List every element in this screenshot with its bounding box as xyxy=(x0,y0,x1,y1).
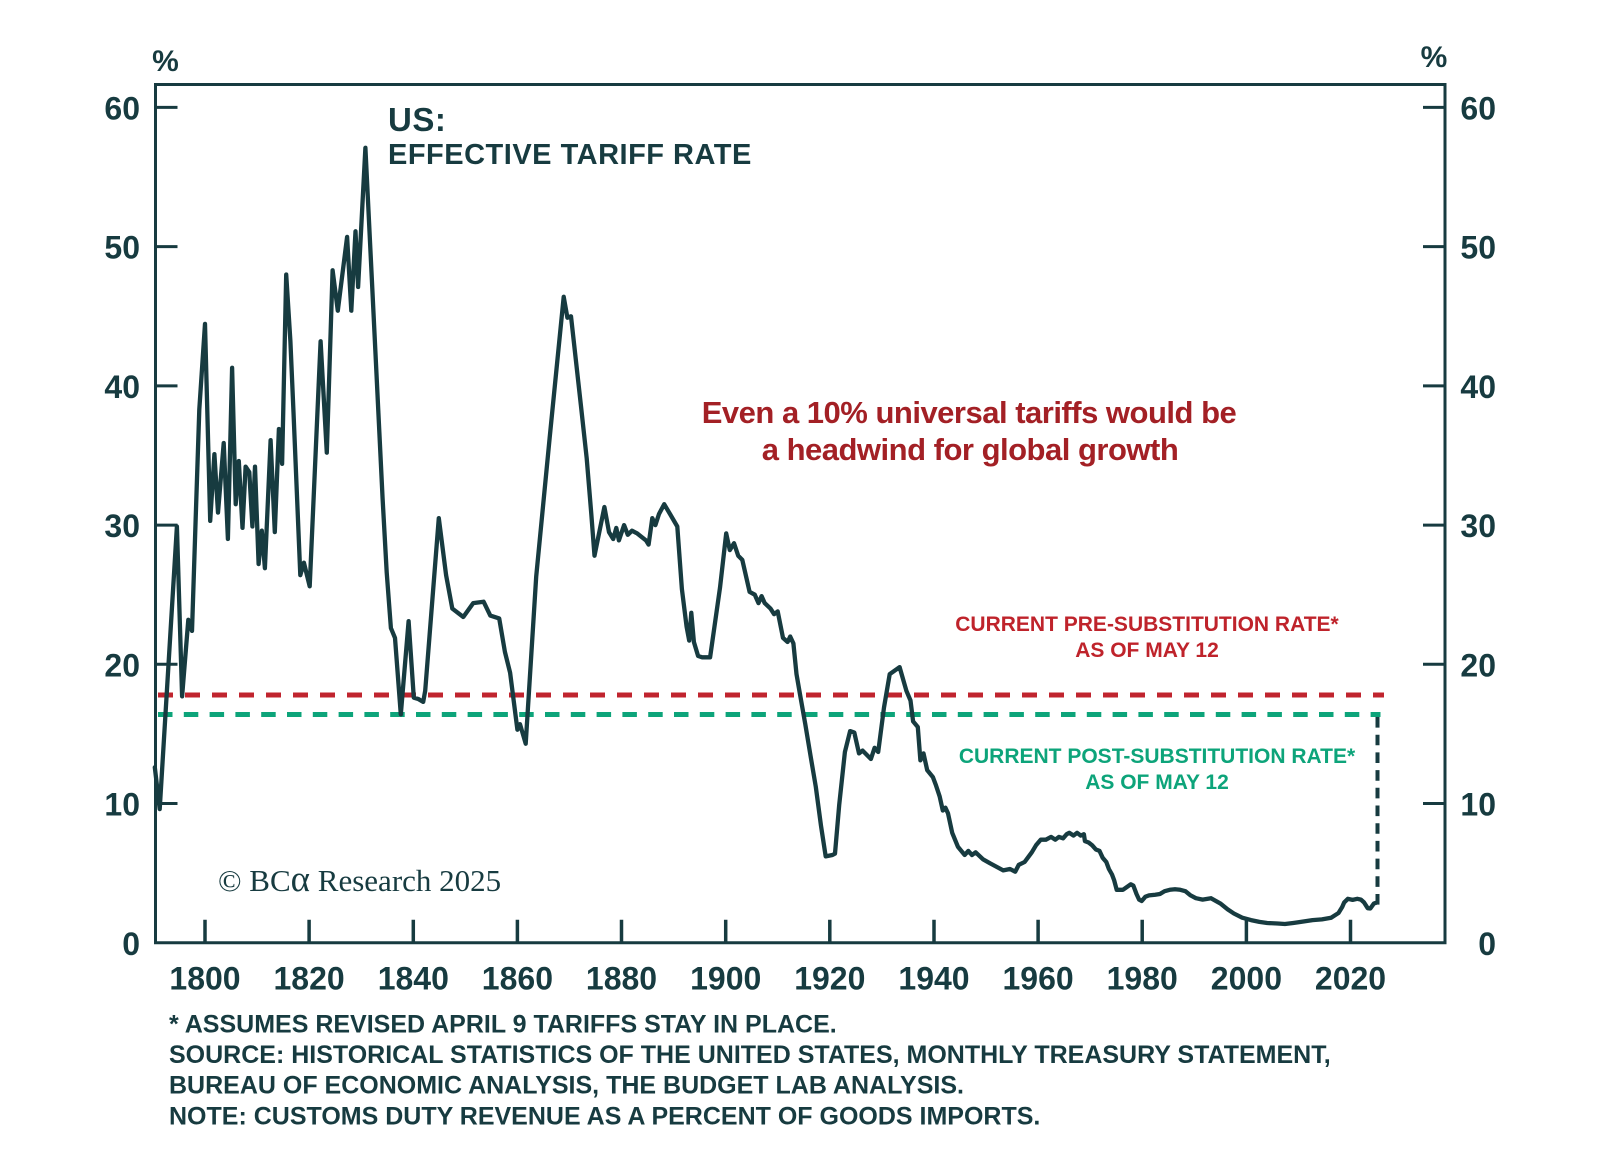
svg-text:US:: US: xyxy=(388,101,446,138)
svg-text:CURRENT PRE-SUBSTITUTION RATE*: CURRENT PRE-SUBSTITUTION RATE* xyxy=(955,613,1339,636)
svg-text:Even a 10% universal tariffs w: Even a 10% universal tariffs would be xyxy=(702,395,1237,430)
svg-text:%: % xyxy=(152,45,179,78)
svg-text:1960: 1960 xyxy=(1003,961,1074,997)
svg-text:* ASSUMES REVISED APRIL 9 TARI: * ASSUMES REVISED APRIL 9 TARIFFS STAY I… xyxy=(169,1011,837,1039)
svg-text:NOTE: CUSTOMS DUTY REVENUE AS: NOTE: CUSTOMS DUTY REVENUE AS A PERCENT … xyxy=(169,1102,1040,1130)
svg-text:1800: 1800 xyxy=(169,961,240,997)
svg-text:SOURCE: HISTORICAL STATISTICS: SOURCE: HISTORICAL STATISTICS OF THE UNI… xyxy=(169,1041,1331,1069)
svg-text:2020: 2020 xyxy=(1315,961,1386,997)
svg-text:2000: 2000 xyxy=(1211,961,1282,997)
svg-text:1920: 1920 xyxy=(794,961,865,997)
svg-text:1820: 1820 xyxy=(274,961,345,997)
svg-text:20: 20 xyxy=(1460,647,1496,683)
svg-text:BUREAU OF ECONOMIC ANALYSIS, T: BUREAU OF ECONOMIC ANALYSIS, THE BUDGET … xyxy=(169,1072,964,1100)
svg-text:10: 10 xyxy=(1460,787,1496,823)
svg-text:1840: 1840 xyxy=(378,961,449,997)
svg-text:AS OF MAY 12: AS OF MAY 12 xyxy=(1075,639,1219,662)
svg-text:1860: 1860 xyxy=(482,961,553,997)
svg-text:40: 40 xyxy=(1460,369,1496,405)
svg-text:40: 40 xyxy=(104,369,140,405)
svg-text:1980: 1980 xyxy=(1107,961,1178,997)
svg-text:1940: 1940 xyxy=(898,961,969,997)
svg-text:EFFECTIVE TARIFF RATE: EFFECTIVE TARIFF RATE xyxy=(388,139,752,171)
svg-text:%: % xyxy=(1421,41,1448,74)
svg-text:60: 60 xyxy=(1460,90,1496,126)
svg-text:1880: 1880 xyxy=(586,961,657,997)
svg-text:30: 30 xyxy=(1460,508,1496,544)
svg-text:a headwind for global growth: a headwind for global growth xyxy=(762,432,1179,467)
svg-text:50: 50 xyxy=(104,230,140,266)
svg-text:50: 50 xyxy=(1460,230,1496,266)
svg-text:60: 60 xyxy=(104,90,140,126)
svg-text:0: 0 xyxy=(122,926,140,962)
svg-text:1900: 1900 xyxy=(690,961,761,997)
svg-text:CURRENT POST-SUBSTITUTION RATE: CURRENT POST-SUBSTITUTION RATE* xyxy=(959,745,1356,768)
svg-text:10: 10 xyxy=(104,787,140,823)
svg-text:AS OF MAY 12: AS OF MAY 12 xyxy=(1085,771,1229,794)
svg-text:0: 0 xyxy=(1478,926,1496,962)
svg-text:© BCα Research 2025: © BCα Research 2025 xyxy=(218,859,501,900)
svg-text:20: 20 xyxy=(104,647,140,683)
svg-text:30: 30 xyxy=(104,508,140,544)
